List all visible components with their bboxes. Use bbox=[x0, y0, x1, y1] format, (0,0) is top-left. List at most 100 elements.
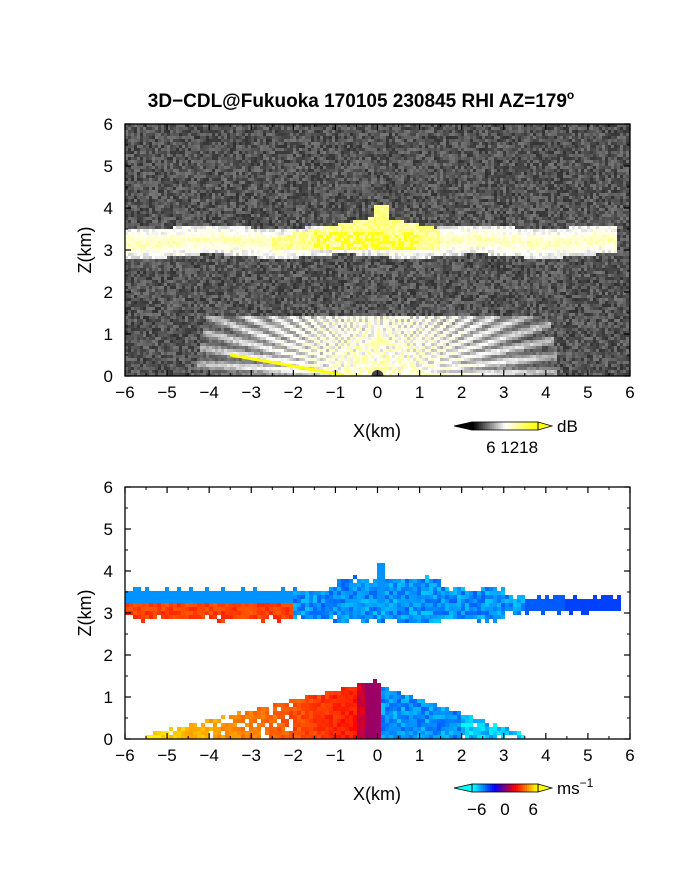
colorbar-segment bbox=[480, 422, 484, 430]
velocity-colorbar: −6 0 6 ms−1 bbox=[453, 776, 594, 819]
colorbar-segment bbox=[527, 422, 530, 430]
x-tick-label: 3 bbox=[499, 383, 508, 402]
x-tick-label: −5 bbox=[157, 746, 176, 765]
colorbar-segment bbox=[483, 784, 486, 792]
x-axis-label: X(km) bbox=[353, 421, 401, 441]
y-tick-label: 1 bbox=[104, 325, 113, 344]
x-tick-label: −6 bbox=[115, 383, 134, 402]
colorbar-tick-label: 6 bbox=[529, 800, 538, 819]
colorbar-segment bbox=[478, 422, 482, 430]
y-tick-label: 6 bbox=[104, 478, 113, 497]
y-axis-label: Z(km) bbox=[75, 590, 95, 637]
colorbar-segment bbox=[524, 422, 528, 430]
colorbar-segment bbox=[518, 422, 521, 430]
x-tick-label: −5 bbox=[157, 383, 176, 402]
colorbar-segment bbox=[529, 422, 532, 430]
x-tick-label: −6 bbox=[115, 746, 134, 765]
colorbar-frame bbox=[471, 783, 539, 793]
colorbar-segment bbox=[518, 784, 521, 792]
x-tick-label: −1 bbox=[326, 746, 345, 765]
colorbar-tick-label: 12 bbox=[500, 438, 519, 457]
y-tick-label: 0 bbox=[104, 367, 113, 386]
x-tick-label: 2 bbox=[457, 383, 466, 402]
x-tick-label: 5 bbox=[583, 383, 592, 402]
y-axis-label: Z(km) bbox=[75, 227, 95, 274]
x-tick-label: 0 bbox=[373, 383, 382, 402]
colorbar-segment bbox=[524, 784, 528, 792]
colorbar-segment bbox=[494, 784, 497, 792]
colorbar-segment bbox=[513, 784, 517, 792]
colorbar-segment bbox=[500, 784, 504, 792]
ground-clutter-line bbox=[229, 353, 345, 376]
colorbar-segment bbox=[522, 784, 526, 792]
colorbar-segment bbox=[507, 422, 510, 430]
colorbar-segment bbox=[507, 784, 510, 792]
y-tick-label: 4 bbox=[104, 562, 113, 581]
y-tick-label: 3 bbox=[104, 604, 113, 623]
colorbar-segment bbox=[491, 422, 495, 430]
y-tick-label: 4 bbox=[104, 199, 113, 218]
x-tick-label: 6 bbox=[625, 746, 634, 765]
colorbar-unit: dB bbox=[557, 417, 578, 436]
colorbar-segment bbox=[527, 784, 530, 792]
velocity-panel: −6 −5 −4 −3 −2 −1 0 1 2 3 4 5 6 0 1 2 3 4 5 6 X(km) Z(km) bbox=[75, 478, 635, 804]
x-tick-label: −2 bbox=[284, 746, 303, 765]
colorbar-segment bbox=[535, 784, 539, 792]
colorbar-segment bbox=[489, 422, 493, 430]
velocity-plot-area bbox=[125, 563, 621, 739]
colorbar-segment bbox=[509, 422, 513, 430]
y-tick-label: 1 bbox=[104, 688, 113, 707]
colorbar-unit: ms−1 bbox=[557, 776, 594, 798]
colorbar-segment bbox=[476, 784, 480, 792]
x-tick-label: 4 bbox=[541, 383, 550, 402]
y-tick-label: 3 bbox=[104, 241, 113, 260]
colorbar-frame bbox=[471, 421, 539, 431]
x-tick-label: −1 bbox=[326, 383, 345, 402]
colorbar-max-arrow bbox=[537, 421, 554, 431]
x-tick-label: −3 bbox=[242, 746, 261, 765]
colorbar-segment bbox=[472, 784, 475, 792]
colorbar-segment bbox=[502, 784, 506, 792]
colorbar-segment bbox=[505, 784, 508, 792]
colorbar-segment bbox=[513, 422, 517, 430]
y-tick-label: 5 bbox=[104, 520, 113, 539]
y-tick-label: 6 bbox=[104, 115, 113, 134]
colorbar-segment bbox=[485, 784, 488, 792]
x-tick-label: −4 bbox=[199, 383, 218, 402]
colorbar-segment bbox=[520, 422, 524, 430]
y-tick-label: 2 bbox=[104, 646, 113, 665]
x-tick-label: 0 bbox=[373, 746, 382, 765]
colorbar-segment bbox=[535, 422, 539, 430]
colorbar-segment bbox=[489, 784, 493, 792]
reflectivity-panel: −6 −5 −4 −3 −2 −1 0 1 2 3 4 5 6 0 1 2 3 4 5 6 X(km) Z(km) bbox=[75, 115, 635, 441]
x-tick-label: 4 bbox=[541, 746, 550, 765]
colorbar-segment bbox=[511, 784, 515, 792]
colorbar-segment bbox=[522, 422, 526, 430]
colorbar-segment bbox=[496, 784, 499, 792]
x-tick-label: 2 bbox=[457, 746, 466, 765]
colorbar-segment bbox=[485, 422, 488, 430]
colorbar-segment bbox=[480, 784, 484, 792]
colorbar-segment bbox=[487, 422, 491, 430]
colorbar-segment bbox=[509, 784, 513, 792]
colorbar-tick-label: 0 bbox=[500, 800, 509, 819]
x-tick-label: 6 bbox=[625, 383, 634, 402]
colorbar-segment bbox=[474, 422, 477, 430]
y-tick-label: 5 bbox=[104, 157, 113, 176]
colorbar-max-arrow bbox=[537, 783, 554, 793]
colorbar-segment bbox=[531, 784, 535, 792]
colorbar-segment bbox=[498, 422, 502, 430]
x-tick-label: −2 bbox=[284, 383, 303, 402]
colorbar-segment bbox=[498, 784, 502, 792]
colorbar-segment bbox=[531, 422, 535, 430]
colorbar-segment bbox=[520, 784, 524, 792]
colorbar-segment bbox=[474, 784, 477, 792]
colorbar-tick-label: 18 bbox=[519, 438, 538, 457]
colorbar-min-arrow bbox=[453, 783, 473, 793]
colorbar-segment bbox=[472, 422, 475, 430]
colorbar-tick-label: 6 bbox=[486, 438, 495, 457]
reflectivity-colorbar: 6 12 18 dB bbox=[453, 417, 578, 457]
colorbar-segment bbox=[505, 422, 508, 430]
x-tick-label: 5 bbox=[583, 746, 592, 765]
